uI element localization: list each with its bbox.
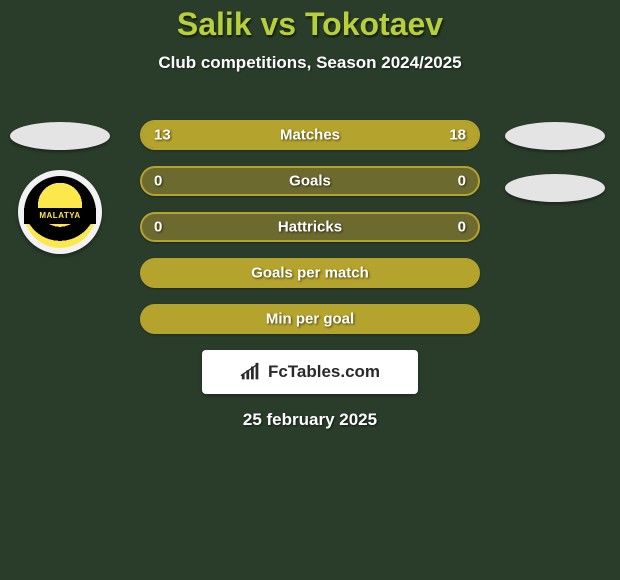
- right-team-logo-placeholder: [505, 174, 605, 202]
- content-container: MALATYA 13 Matches 18 0 Goals 0: [0, 120, 620, 430]
- page-title: Salik vs Tokotaev: [0, 0, 620, 43]
- stat-value-right: 18: [449, 127, 466, 144]
- stat-label: Goals: [142, 173, 478, 190]
- stat-row-matches: 13 Matches 18: [140, 120, 480, 150]
- left-team-column: MALATYA: [10, 120, 115, 254]
- stat-row-hattricks: 0 Hattricks 0: [140, 212, 480, 242]
- comparison-widget: Salik vs Tokotaev Club competitions, Sea…: [0, 0, 620, 580]
- team-logo-text: MALATYA: [24, 208, 96, 224]
- stat-row-goals: 0 Goals 0: [140, 166, 480, 196]
- stat-label: Matches: [142, 127, 478, 144]
- stat-value-right: 0: [458, 219, 466, 236]
- stat-row-goals-per-match: Goals per match: [140, 258, 480, 288]
- subtitle: Club competitions, Season 2024/2025: [0, 53, 620, 73]
- brand-text: FcTables.com: [268, 362, 380, 382]
- date-label: 25 february 2025: [0, 410, 620, 430]
- stat-row-min-per-goal: Min per goal: [140, 304, 480, 334]
- stat-label: Min per goal: [142, 311, 478, 328]
- brand-box[interactable]: FcTables.com: [202, 350, 418, 394]
- right-team-column: [505, 120, 610, 202]
- stat-value-right: 0: [458, 173, 466, 190]
- left-team-logo: MALATYA: [18, 170, 102, 254]
- stat-label: Hattricks: [142, 219, 478, 236]
- stats-table: 13 Matches 18 0 Goals 0 0 Hattricks 0 Go…: [140, 120, 480, 334]
- stat-label: Goals per match: [142, 265, 478, 282]
- brand-bars-icon: [240, 362, 262, 382]
- left-team-flag-placeholder: [10, 122, 110, 150]
- right-team-flag-placeholder: [505, 122, 605, 150]
